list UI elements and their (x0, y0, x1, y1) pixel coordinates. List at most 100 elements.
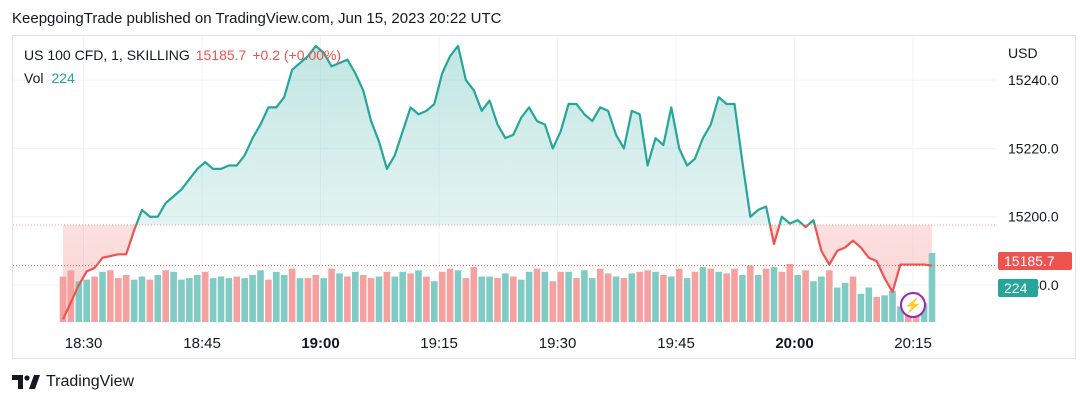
volume-bar (525, 271, 533, 322)
volume-bar (162, 270, 169, 322)
y-tick-label: 15220.0 (1008, 140, 1059, 156)
volume-bar (470, 267, 478, 322)
volume-bar (636, 271, 643, 322)
volume-bar (194, 274, 201, 322)
x-tick-label: 18:45 (183, 335, 221, 352)
volume-bar (541, 271, 549, 322)
volume-bar (754, 274, 762, 322)
x-tick-label: 19:00 (301, 335, 339, 352)
volume-bar (810, 281, 817, 322)
price-line-up (135, 44, 816, 225)
volume-bar (391, 276, 399, 322)
volume-bar (897, 306, 904, 322)
volume-bar (328, 268, 335, 322)
volume-bar (873, 296, 880, 322)
last-volume-tag: 224 (998, 279, 1038, 297)
volume-bar (344, 276, 351, 322)
tv-logo-icon (12, 375, 40, 389)
x-tick-label: 18:30 (65, 335, 103, 352)
volume-bar (67, 270, 75, 322)
volume-bar (510, 276, 517, 322)
volume-bar (668, 276, 675, 322)
volume-bar (604, 273, 612, 322)
volume-bar (217, 276, 225, 322)
chart-pane[interactable] (12, 35, 1076, 359)
volume-bar (423, 276, 430, 322)
volume-bar (889, 290, 896, 322)
volume-bar (778, 271, 786, 322)
volume-bar (596, 268, 604, 322)
volume-bar (841, 282, 849, 322)
volume-bar (533, 268, 541, 322)
volume-bar (707, 268, 715, 322)
volume-bar (881, 295, 888, 322)
volume-bar (620, 278, 628, 322)
volume-bar (352, 271, 359, 322)
volume-bar (660, 274, 667, 322)
x-tick-label: 19:45 (657, 335, 695, 352)
volume-bar (138, 276, 146, 322)
volume-bar (723, 273, 730, 322)
volume-bar (59, 276, 67, 322)
legend-last-price: 15185.7 (195, 47, 247, 63)
volume-bar (715, 271, 722, 322)
volume-bar (265, 279, 272, 322)
volume-bar (178, 279, 185, 322)
lightning-icon[interactable]: ⚡ (900, 292, 926, 318)
volume-bar (383, 271, 391, 322)
volume-bar (628, 273, 636, 322)
volume-bar (367, 278, 375, 322)
volume-bar (75, 281, 83, 322)
volume-bar (833, 287, 841, 322)
volume-bar (699, 267, 707, 322)
volume-bar (612, 276, 620, 322)
volume-bar (170, 271, 177, 322)
volume-bar (849, 276, 857, 322)
volume-bar (589, 278, 596, 322)
volume-bar (920, 303, 928, 322)
currency-label[interactable]: USD (1008, 45, 1038, 61)
volume-bar (438, 271, 446, 322)
volume-bar (770, 267, 778, 322)
brand-name: TradingView (46, 373, 135, 390)
volume-bar (691, 271, 699, 322)
volume-bar (517, 279, 525, 322)
volume-bar (296, 278, 304, 322)
volume-bar (241, 278, 248, 322)
tradingview-logo[interactable]: TradingView (12, 373, 134, 391)
volume-bar (818, 276, 825, 322)
volume-bar (802, 270, 809, 322)
x-tick-label: 19:30 (539, 335, 577, 352)
volume-bar (130, 279, 138, 322)
volume-bar (502, 273, 509, 322)
volume-bar (320, 278, 327, 322)
volume-bar (675, 268, 683, 322)
x-tick-label: 20:15 (894, 335, 932, 352)
volume-bar (201, 271, 209, 322)
volume-bar (762, 268, 770, 322)
y-tick-label: 15240.0 (1008, 72, 1059, 88)
volume-bar (115, 278, 122, 322)
area-fills (63, 45, 932, 320)
volume-bar (375, 276, 383, 322)
volume-bar (146, 279, 154, 322)
volume-bar (233, 276, 241, 322)
volume-bar (312, 274, 320, 322)
volume-bar (486, 276, 493, 322)
volume-bar (826, 270, 833, 322)
symbol-name[interactable]: US 100 CFD, 1, SKILLING (24, 47, 190, 63)
volume-bar (336, 273, 343, 322)
volume-bar (154, 274, 162, 322)
y-tick-label: 15200.0 (1008, 209, 1059, 225)
volume-bar (107, 270, 114, 322)
volume-bar (91, 276, 98, 322)
last-price-tag: 15185.7 (998, 252, 1072, 270)
volume-label[interactable]: Vol (24, 70, 44, 86)
volume-bar (304, 278, 312, 322)
volume-bar (573, 278, 580, 322)
symbol-legend: US 100 CFD, 1, SKILLING 15185.7 +0.2 (+0.0… (24, 47, 341, 63)
volume-bar (288, 268, 296, 322)
volume-bar (446, 268, 454, 322)
x-tick-label: 19:15 (420, 335, 458, 352)
